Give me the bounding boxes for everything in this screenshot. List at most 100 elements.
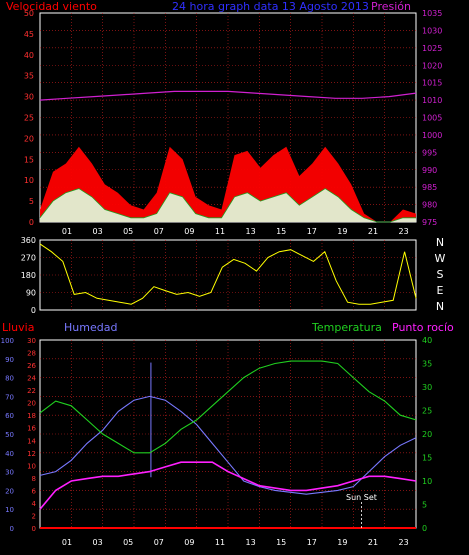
wind-line <box>39 188 416 223</box>
wind-tick-label: 30 <box>24 93 34 102</box>
hour-tick-label: 03 <box>93 227 103 236</box>
hour-tick-label: 17 <box>307 538 317 547</box>
hour-tick-label: 15 <box>276 227 286 236</box>
hour-tick-label: 09 <box>184 538 194 547</box>
temperature-tick-label: 30 <box>422 383 432 392</box>
humidity-tick-label: 0 <box>10 525 14 533</box>
hour-tick-label: 21 <box>368 227 378 236</box>
pressure-tick-label: 1015 <box>422 79 442 88</box>
wind-pressure-panel: 0510152025303540455097598098599099510001… <box>24 9 443 236</box>
temperature-line <box>39 360 417 454</box>
wind-tick-label: 50 <box>24 9 34 18</box>
pressure-tick-label: 1005 <box>422 114 442 123</box>
compass-label: N <box>436 236 444 249</box>
wind-tick-label: 15 <box>24 155 34 164</box>
pressure-tick-label: 980 <box>422 201 437 210</box>
direction-tick-label: 0 <box>31 306 36 315</box>
pressure-title: Presión <box>371 0 411 13</box>
direction-tick-label: 90 <box>26 289 36 298</box>
hour-tick-label: 03 <box>93 538 103 547</box>
humidity-tick-label: 40 <box>5 450 14 458</box>
humidity-tick-label: 30 <box>5 469 14 477</box>
pressure-tick-label: 1020 <box>422 61 442 70</box>
hour-tick-label: 11 <box>215 538 225 547</box>
hour-tick-label: 01 <box>62 227 72 236</box>
rain-tick-label: 4 <box>32 500 37 508</box>
hour-tick-label: 21 <box>368 538 378 547</box>
temperature-humidity-panel: 0246810121416182022242628300102030405060… <box>1 336 433 547</box>
compass-label: W <box>435 252 446 265</box>
pressure-tick-label: 990 <box>422 166 437 175</box>
compass-label: E <box>437 284 444 297</box>
hour-tick-label: 19 <box>337 538 347 547</box>
hour-tick-label: 13 <box>246 538 256 547</box>
rain-tick-label: 18 <box>27 412 36 420</box>
temperature-tick-label: 15 <box>422 454 432 463</box>
dewpoint-title: Punto rocío <box>392 321 454 334</box>
wind-tick-label: 10 <box>24 176 34 185</box>
rain-tick-label: 0 <box>32 525 36 533</box>
temperature-title: Temperatura <box>311 321 382 334</box>
rain-tick-label: 16 <box>27 425 36 433</box>
rain-tick-label: 26 <box>27 362 36 370</box>
humidity-tick-label: 70 <box>5 393 14 401</box>
wind-area <box>40 188 416 222</box>
rain-tick-label: 10 <box>27 462 36 470</box>
hour-tick-label: 07 <box>154 227 164 236</box>
direction-tick-label: 180 <box>21 271 36 280</box>
direction-tick-label: 360 <box>21 236 36 245</box>
temperature-tick-label: 20 <box>422 430 432 439</box>
hour-tick-label: 15 <box>276 538 286 547</box>
plot-frame <box>39 239 417 311</box>
humidity-tick-label: 100 <box>1 337 14 345</box>
chart-title: 24 hora graph data 13 Agosto 2013 <box>172 0 369 13</box>
rain-tick-label: 28 <box>27 350 36 358</box>
temperature-tick-label: 40 <box>422 336 432 345</box>
wind-tick-label: 0 <box>29 218 34 227</box>
wind-tick-label: 45 <box>24 30 34 39</box>
hour-tick-label: 07 <box>154 538 164 547</box>
humidity-title: Humedad <box>64 321 117 334</box>
pressure-tick-label: 975 <box>422 218 437 227</box>
hour-tick-label: 09 <box>184 227 194 236</box>
hour-tick-label: 11 <box>215 227 225 236</box>
rain-tick-label: 2 <box>32 512 36 520</box>
sunset-label: Sun Set <box>346 493 377 502</box>
rain-tick-label: 8 <box>32 475 36 483</box>
hour-tick-label: 05 <box>123 538 133 547</box>
wind-tick-label: 35 <box>24 72 34 81</box>
dewpoint-line <box>39 461 417 510</box>
pressure-tick-label: 1030 <box>422 26 442 35</box>
pressure-tick-label: 1025 <box>422 44 442 53</box>
pressure-tick-label: 1035 <box>422 9 442 18</box>
wind-speed-title: Velocidad viento <box>6 0 97 13</box>
rain-tick-label: 30 <box>27 337 36 345</box>
humidity-tick-label: 50 <box>5 431 14 439</box>
compass-label: S <box>437 268 444 281</box>
temperature-tick-label: 35 <box>422 360 432 369</box>
compass-label: N <box>436 300 444 313</box>
hour-tick-label: 23 <box>399 227 409 236</box>
humidity-tick-label: 60 <box>5 412 14 420</box>
rain-tick-label: 14 <box>27 437 36 445</box>
temperature-tick-label: 25 <box>422 407 432 416</box>
pressure-tick-label: 1010 <box>422 96 442 105</box>
direction-tick-label: 270 <box>21 254 36 263</box>
pressure-line <box>39 90 417 101</box>
hour-tick-label: 01 <box>62 538 72 547</box>
rain-title: Lluvia <box>2 321 34 334</box>
rain-tick-label: 6 <box>32 487 37 495</box>
rain-tick-label: 12 <box>27 450 36 458</box>
hour-tick-label: 19 <box>337 227 347 236</box>
temperature-tick-label: 10 <box>422 477 432 486</box>
pressure-tick-label: 995 <box>422 148 437 157</box>
wind-tick-label: 5 <box>29 197 34 206</box>
hour-tick-label: 23 <box>399 538 409 547</box>
direction-line <box>39 243 417 305</box>
rain-tick-label: 22 <box>27 387 36 395</box>
hour-tick-label: 05 <box>123 227 133 236</box>
wind-tick-label: 25 <box>24 114 34 123</box>
humidity-tick-label: 20 <box>5 487 14 495</box>
